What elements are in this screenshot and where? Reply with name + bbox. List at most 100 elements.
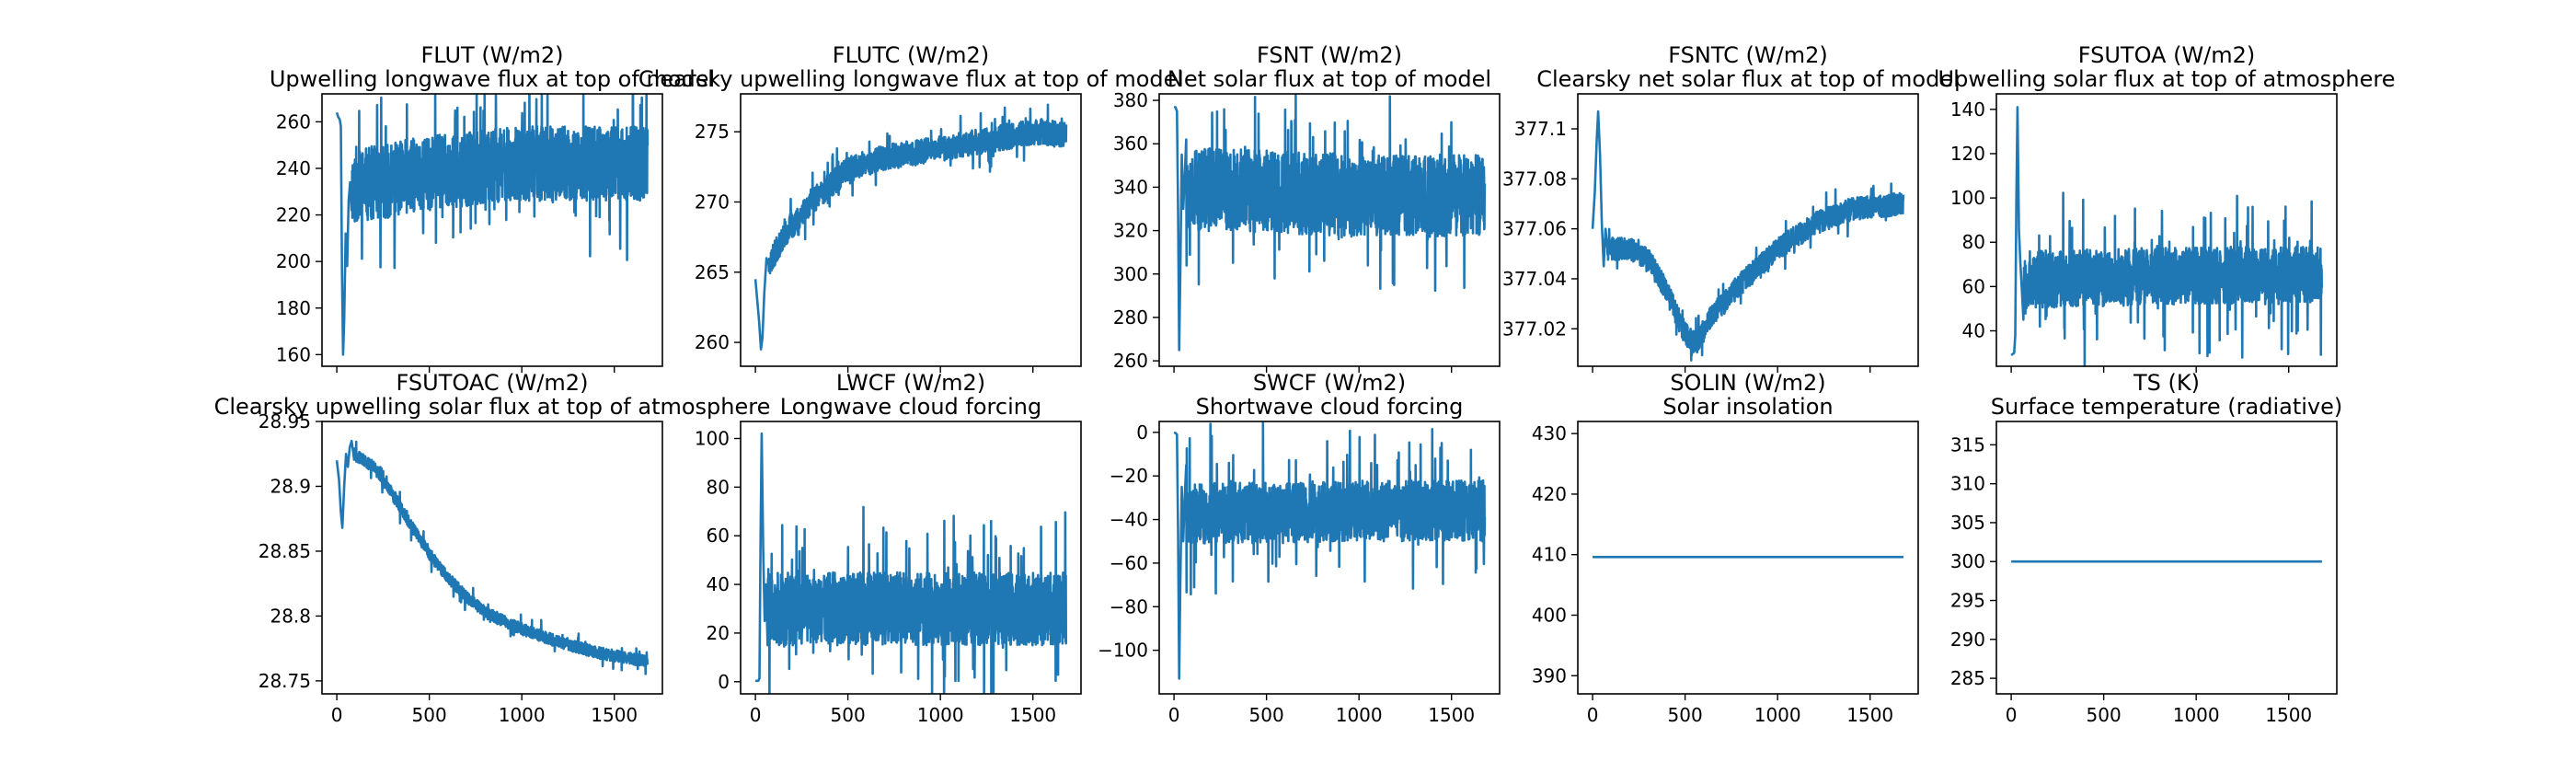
x-tick-label: 1000	[1336, 704, 1383, 726]
y-tick-label: 20	[707, 622, 730, 644]
panel-3: FSNT (W/m2)Net solar flux at top of mode…	[1113, 42, 1501, 373]
panel-subtitle: Solar insolation	[1662, 394, 1833, 420]
y-tick-label: 377.02	[1502, 317, 1567, 340]
x-tick-label: 500	[2087, 704, 2122, 726]
y-tick-label: −40	[1110, 509, 1148, 531]
y-tick-label: 380	[1113, 89, 1148, 111]
panel-7: LWCF (W/m2)Longwave cloud forcing 0 20 40 60…	[695, 370, 1082, 726]
y-tick-label: 28.75	[259, 670, 311, 692]
y-tick-label: 390	[1532, 664, 1567, 686]
panel-title: FSNTC (W/m2)	[1668, 42, 1827, 68]
x-tick-label: 1500	[1009, 704, 1056, 726]
panel-4: FSNTC (W/m2)Clearsky net solar flux at t…	[1502, 42, 1960, 373]
y-tick-label: 270	[695, 190, 730, 213]
x-tick-label: 0	[331, 704, 343, 726]
y-tick-label: 310	[1950, 473, 1985, 495]
y-tick-label: 295	[1950, 590, 1985, 612]
y-tick-label: 28.85	[259, 540, 311, 562]
panel-5: FSUTOA (W/m2)Upwelling solar flux at top…	[1938, 42, 2395, 373]
y-tick-label: 305	[1950, 512, 1985, 534]
x-tick-label: 500	[1249, 704, 1284, 726]
panel-1: FLUT (W/m2)Upwelling longwave flux at to…	[270, 42, 715, 373]
panel-title: SOLIN (W/m2)	[1670, 370, 1825, 396]
y-tick-label: 265	[695, 261, 730, 283]
panel-8: SWCF (W/m2)Shortwave cloud forcing −100 −8…	[1098, 370, 1501, 726]
axes-frame	[321, 421, 663, 695]
y-tick-label: 410	[1532, 544, 1567, 566]
x-tick-label: 1500	[1428, 704, 1475, 726]
y-tick-label: 320	[1113, 220, 1148, 242]
y-tick-label: 120	[1950, 143, 1985, 165]
x-tick-label: 0	[2006, 704, 2018, 726]
y-tick-label: 0	[1136, 421, 1148, 444]
panel-title: FSUTOA (W/m2)	[2078, 42, 2256, 68]
y-tick-label: 275	[695, 121, 730, 143]
x-tick-label: 1000	[2173, 704, 2220, 726]
y-tick-label: 40	[707, 573, 730, 595]
y-tick-label: 260	[1113, 350, 1148, 372]
y-tick-label: 180	[276, 297, 311, 319]
panel-subtitle: Clearsky upwelling solar flux at top of …	[214, 394, 771, 420]
y-tick-label: −20	[1110, 465, 1148, 487]
y-tick-label: 0	[718, 671, 730, 693]
y-tick-label: 315	[1950, 433, 1985, 456]
panel-subtitle: Upwelling longwave flux at top of model	[270, 66, 715, 92]
y-tick-label: 40	[1962, 319, 1985, 341]
y-tick-label: 360	[1113, 133, 1148, 155]
y-tick-label: 60	[707, 525, 730, 547]
panel-10: TS (K)Surface temperature (radiative) 285…	[1950, 370, 2342, 726]
x-tick-label: 500	[831, 704, 866, 726]
x-tick-label: 0	[1587, 704, 1599, 726]
y-tick-label: 377.08	[1502, 167, 1567, 190]
panel-title: FLUTC (W/m2)	[833, 42, 989, 68]
panel-subtitle: Clearsky net solar flux at top of model	[1536, 66, 1960, 92]
y-tick-label: 290	[1950, 629, 1985, 651]
y-tick-label: 430	[1532, 422, 1567, 444]
series-line	[1173, 421, 1487, 680]
panel-title: SWCF (W/m2)	[1253, 370, 1406, 396]
axes-frame	[1158, 421, 1501, 695]
y-tick-label: 140	[1950, 98, 1985, 121]
y-tick-label: 340	[1113, 176, 1148, 198]
y-tick-label: 400	[1532, 604, 1567, 626]
y-tick-label: 377.04	[1502, 268, 1567, 290]
y-tick-label: 260	[276, 110, 311, 133]
x-tick-label: 0	[1168, 704, 1180, 726]
y-tick-label: −60	[1110, 552, 1148, 574]
y-tick-label: 100	[695, 428, 730, 450]
series-line	[753, 103, 1068, 351]
panel-title: FSNT (W/m2)	[1257, 42, 1402, 68]
panel-subtitle: Net solar flux at top of model	[1167, 66, 1491, 92]
panel-title: TS (K)	[2133, 370, 2200, 396]
y-tick-label: 200	[276, 250, 311, 272]
panel-2: FLUTC (W/m2)Clearsky upwelling longwave …	[638, 42, 1183, 373]
y-tick-label: 377.06	[1502, 218, 1567, 240]
panel-subtitle: Clearsky upwelling longwave flux at top …	[638, 66, 1183, 92]
y-tick-label: 300	[1950, 550, 1985, 572]
x-tick-label: 0	[750, 704, 762, 726]
axes-frame	[740, 93, 1082, 367]
x-tick-label: 1000	[499, 704, 546, 726]
panel-subtitle: Surface temperature (radiative)	[1991, 394, 2343, 420]
y-tick-label: 300	[1113, 263, 1148, 285]
series-line	[754, 432, 1068, 694]
y-tick-label: 280	[1113, 306, 1148, 329]
y-tick-label: 80	[1962, 231, 1985, 253]
panel-subtitle: Shortwave cloud forcing	[1196, 394, 1464, 420]
y-tick-label: 100	[1950, 187, 1985, 209]
x-tick-label: 1500	[1846, 704, 1893, 726]
y-tick-label: 420	[1532, 483, 1567, 505]
y-tick-label: 28.95	[259, 410, 311, 433]
x-tick-label: 500	[1668, 704, 1703, 726]
y-tick-label: −100	[1098, 640, 1148, 662]
axes-frame	[1577, 421, 1919, 695]
axes-frame	[1995, 421, 2338, 695]
panel-title: FLUT (W/m2)	[420, 42, 563, 68]
axes-frame	[1577, 93, 1919, 367]
y-tick-label: 285	[1950, 667, 1985, 689]
series-line	[335, 94, 650, 356]
y-tick-label: 377.1	[1514, 118, 1567, 140]
y-tick-label: 28.8	[270, 605, 311, 627]
panel-9: SOLIN (W/m2)Solar insolation 390 400 410 420…	[1532, 370, 1919, 726]
